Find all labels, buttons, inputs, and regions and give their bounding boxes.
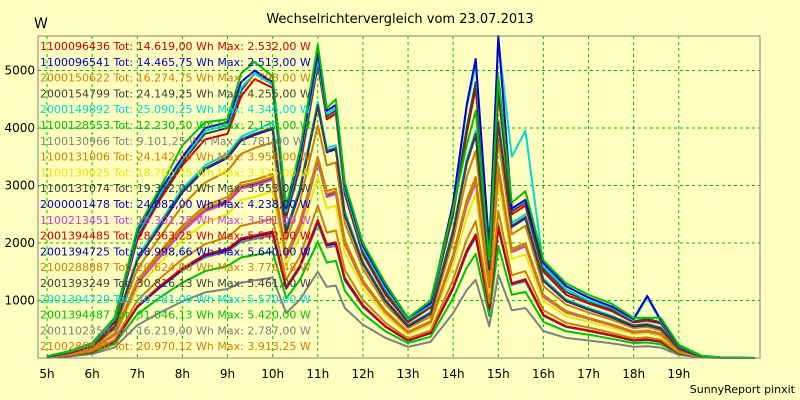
y-tick-label: 3000 bbox=[4, 179, 35, 193]
y-tick-labels: 1000 2000 3000 4000 5000 bbox=[4, 64, 35, 308]
x-tick-label: 18h bbox=[622, 367, 645, 381]
y-tick-label: 5000 bbox=[4, 64, 35, 78]
legend-entry: 2001394725 Tot: 28.998,66 Wh Max: 5.640,… bbox=[40, 245, 311, 258]
legend-entry: 1100131006 Tot: 24.142,50 Wh Max: 3.956,… bbox=[40, 151, 311, 164]
x-tick-label: 11h bbox=[306, 367, 329, 381]
x-tick-label: 14h bbox=[442, 367, 465, 381]
series-line-2000150622 bbox=[46, 204, 756, 359]
x-tick-label: 19h bbox=[667, 367, 690, 381]
series-line-2001394729 bbox=[46, 37, 756, 359]
legend-entry: 2000154799 Tot: 24.149,25 Wh Max: 4.255,… bbox=[40, 87, 311, 100]
x-tick-label: 5h bbox=[39, 367, 54, 381]
legend-entry: 1100130025 Tot: 18.785,25 Wh Max: 3.325,… bbox=[40, 166, 311, 179]
x-tick-label: 10h bbox=[261, 367, 284, 381]
x-tick-label: 12h bbox=[351, 367, 374, 381]
grid bbox=[38, 36, 760, 358]
series-line-2100288890 bbox=[46, 155, 756, 359]
series-line-2000154799 bbox=[46, 104, 756, 359]
y-tick-label: 1000 bbox=[4, 294, 35, 308]
legend-entry: 1100096541 Tot: 14.465,75 Wh Max: 2.513,… bbox=[40, 56, 311, 69]
legend-entry: 2100288887 Tot: 20.624,00 Wh Max: 3.776,… bbox=[40, 261, 311, 274]
legend-entry: 1100096436 Tot: 14.619,00 Wh Max: 2.532,… bbox=[40, 40, 311, 53]
series-line-2001394487 bbox=[46, 43, 756, 359]
x-tick-label: 7h bbox=[130, 367, 145, 381]
footer-credit: SunnyReport pinxit bbox=[690, 383, 796, 396]
series-line-1100130025 bbox=[46, 175, 756, 359]
series-line-1100096436 bbox=[46, 219, 756, 359]
legend-entry: 2100288890 Tot: 20.970,12 Wh Max: 3.913,… bbox=[40, 340, 311, 353]
y-axis-label: W bbox=[34, 16, 48, 32]
x-tick-label: 8h bbox=[175, 367, 190, 381]
series-line-2001393249 bbox=[46, 60, 756, 359]
legend-entry: 1100128553 Tot: 12.230,50 Wh Max: 2.132,… bbox=[40, 119, 311, 132]
x-tick-labels: 5h 6h 7h 8h 9h 10h 11h 12h 13h 14h 15h 16h 17h 18h 19h bbox=[39, 367, 690, 381]
legend-entry: 2001394487 Tot: 31.046,13 Wh Max: 5.420,… bbox=[40, 309, 311, 322]
series-lines bbox=[46, 35, 756, 359]
legend-entry: 2001394729 Tot: 30.781,00 Wh Max: 5.570,… bbox=[40, 293, 311, 306]
series-line-2001394485 bbox=[46, 63, 756, 359]
legend-entry: 1100131074 Tot: 19.312,00 Wh Max: 3.653,… bbox=[40, 182, 311, 195]
y-tick-label: 4000 bbox=[4, 121, 35, 135]
x-tick-label: 15h bbox=[487, 367, 510, 381]
legend-entry: 2000001478 Tot: 24.082,00 Wh Max: 4.238,… bbox=[40, 198, 311, 211]
series-line-1100128553 bbox=[46, 240, 756, 359]
x-tick-label: 16h bbox=[532, 367, 555, 381]
y-tick-label: 2000 bbox=[4, 236, 35, 250]
plot-frame bbox=[37, 35, 761, 359]
legend: 1100096436 Tot: 14.619,00 Wh Max: 2.532,… bbox=[40, 40, 311, 353]
legend-entry: 2001102358 Tot: 16.219,00 Wh Max: 2.787,… bbox=[40, 324, 311, 337]
x-tick-label: 13h bbox=[397, 367, 420, 381]
legend-entry: 2001393249 Tot: 30.816,13 Wh Max: 5.461,… bbox=[40, 277, 311, 290]
x-tick-label: 17h bbox=[577, 367, 600, 381]
legend-entry: 2001394485 Tot: 28.363,25 Wh Max: 5.542,… bbox=[40, 230, 311, 243]
series-line-1100130966 bbox=[46, 270, 756, 359]
series-line-1100131006 bbox=[46, 124, 756, 359]
x-tick-label: 9h bbox=[220, 367, 235, 381]
legend-entry: 2000150622 Tot: 16.274,75 Wh Max: 2.798,… bbox=[40, 72, 311, 85]
legend-entry: 1100130966 Tot: 9.101,25 Wh Max: 1.781,0… bbox=[40, 135, 304, 148]
legend-entry: 1100213451 Tot: 19.301,25 Wh Max: 3.581,… bbox=[40, 214, 311, 227]
x-tick-label: 6h bbox=[85, 367, 100, 381]
chart-title: Wechselrichtervergleich vom 23.07.2013 bbox=[266, 12, 533, 27]
legend-entry: 2000149892 Tot: 25.090,25 Wh Max: 4.345,… bbox=[40, 103, 311, 116]
